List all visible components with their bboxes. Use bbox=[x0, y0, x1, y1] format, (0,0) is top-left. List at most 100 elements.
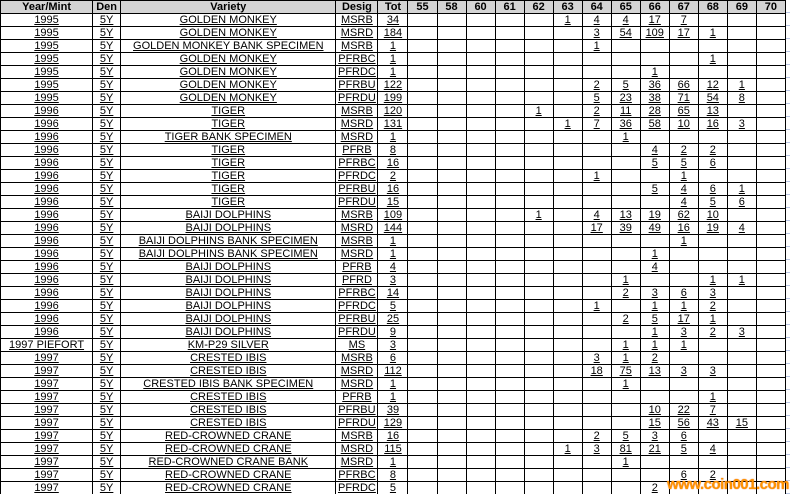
grade-64-cell[interactable]: 17 bbox=[581, 221, 612, 235]
den-cell[interactable]: 5Y bbox=[92, 338, 122, 352]
grade-67-cell[interactable]: 3 bbox=[668, 325, 699, 339]
variety-cell[interactable]: TIGER bbox=[120, 182, 337, 196]
grade-65-cell[interactable]: 1 bbox=[610, 351, 641, 365]
variety-cell[interactable]: TIGER bbox=[120, 169, 337, 183]
year-cell[interactable]: 1996 bbox=[0, 260, 94, 274]
grade-65-cell[interactable]: 2 bbox=[610, 286, 641, 300]
den-cell[interactable]: 5Y bbox=[92, 455, 122, 469]
grade-63-cell[interactable]: 1 bbox=[552, 13, 583, 27]
grade-67-cell[interactable]: 1 bbox=[668, 338, 699, 352]
grade-68-cell[interactable]: 16 bbox=[697, 117, 728, 131]
grade-67-cell[interactable]: 2 bbox=[668, 143, 699, 157]
den-cell[interactable]: 5Y bbox=[92, 169, 122, 183]
year-cell[interactable]: 1996 bbox=[0, 182, 94, 196]
grade-69-cell[interactable]: 6 bbox=[726, 195, 757, 209]
variety-cell[interactable]: BAIJI DOLPHINS bbox=[120, 325, 337, 339]
tot-cell[interactable]: 1 bbox=[377, 130, 409, 144]
variety-cell[interactable]: BAIJI DOLPHINS bbox=[120, 221, 337, 235]
grade-67-cell[interactable]: 5 bbox=[668, 156, 699, 170]
desig-cell[interactable]: PFRDC bbox=[335, 481, 379, 494]
grade-65-cell[interactable]: 23 bbox=[610, 91, 641, 105]
grade-67-cell[interactable]: 10 bbox=[668, 117, 699, 131]
grade-66-cell[interactable]: 109 bbox=[639, 26, 670, 40]
grade-66-cell[interactable]: 4 bbox=[639, 260, 670, 274]
grade-64-cell[interactable]: 1 bbox=[581, 169, 612, 183]
tot-cell[interactable]: 144 bbox=[377, 221, 409, 235]
grade-68-cell[interactable]: 1 bbox=[697, 26, 728, 40]
year-cell[interactable]: 1996 bbox=[0, 234, 94, 248]
tot-cell[interactable]: 1 bbox=[377, 39, 409, 53]
desig-cell[interactable]: PFRD bbox=[335, 273, 379, 287]
tot-cell[interactable]: 1 bbox=[377, 234, 409, 248]
desig-cell[interactable]: MSRB bbox=[335, 104, 379, 118]
grade-66-cell[interactable]: 28 bbox=[639, 104, 670, 118]
den-cell[interactable]: 5Y bbox=[92, 299, 122, 313]
tot-cell[interactable]: 199 bbox=[377, 91, 409, 105]
tot-cell[interactable]: 15 bbox=[377, 195, 409, 209]
desig-cell[interactable]: PFRB bbox=[335, 260, 379, 274]
grade-67-cell[interactable]: 1 bbox=[668, 299, 699, 313]
grade-68-cell[interactable]: 1 bbox=[697, 52, 728, 66]
grade-64-cell[interactable]: 7 bbox=[581, 117, 612, 131]
variety-cell[interactable]: CRESTED IBIS bbox=[120, 416, 337, 430]
grade-66-cell[interactable]: 3 bbox=[639, 286, 670, 300]
grade-67-cell[interactable]: 6 bbox=[668, 429, 699, 443]
grade-67-cell[interactable]: 66 bbox=[668, 78, 699, 92]
grade-69-cell[interactable]: 3 bbox=[726, 325, 757, 339]
tot-cell[interactable]: 34 bbox=[377, 13, 409, 27]
variety-cell[interactable]: BAIJI DOLPHINS bbox=[120, 312, 337, 326]
variety-cell[interactable]: BAIJI DOLPHINS bbox=[120, 299, 337, 313]
variety-cell[interactable]: CRESTED IBIS bbox=[120, 390, 337, 404]
year-cell[interactable]: 1996 bbox=[0, 169, 94, 183]
desig-cell[interactable]: MSRB bbox=[335, 39, 379, 53]
year-cell[interactable]: 1995 bbox=[0, 26, 94, 40]
variety-cell[interactable]: GOLDEN MONKEY bbox=[120, 26, 337, 40]
desig-cell[interactable]: PFRBU bbox=[335, 78, 379, 92]
variety-cell[interactable]: GOLDEN MONKEY bbox=[120, 65, 337, 79]
tot-cell[interactable]: 129 bbox=[377, 416, 409, 430]
grade-66-cell[interactable]: 1 bbox=[639, 65, 670, 79]
grade-66-cell[interactable]: 2 bbox=[639, 351, 670, 365]
grade-66-cell[interactable]: 36 bbox=[639, 78, 670, 92]
grade-65-cell[interactable]: 2 bbox=[610, 312, 641, 326]
year-cell[interactable]: 1997 bbox=[0, 468, 94, 482]
year-cell[interactable]: 1995 bbox=[0, 13, 94, 27]
desig-cell[interactable]: PFRBC bbox=[335, 468, 379, 482]
den-cell[interactable]: 5Y bbox=[92, 377, 122, 391]
tot-cell[interactable]: 6 bbox=[377, 351, 409, 365]
desig-cell[interactable]: MSRD bbox=[335, 442, 379, 456]
tot-cell[interactable]: 112 bbox=[377, 364, 409, 378]
year-cell[interactable]: 1996 bbox=[0, 143, 94, 157]
den-cell[interactable]: 5Y bbox=[92, 26, 122, 40]
den-cell[interactable]: 5Y bbox=[92, 117, 122, 131]
tot-cell[interactable]: 8 bbox=[377, 143, 409, 157]
variety-cell[interactable]: BAIJI DOLPHINS BANK SPECIMEN bbox=[120, 247, 337, 261]
desig-cell[interactable]: MSRD bbox=[335, 247, 379, 261]
den-cell[interactable]: 5Y bbox=[92, 364, 122, 378]
year-cell[interactable]: 1997 PIEFORT bbox=[0, 338, 94, 352]
grade-66-cell[interactable]: 1 bbox=[639, 338, 670, 352]
grade-69-cell[interactable]: 1 bbox=[726, 182, 757, 196]
grade-66-cell[interactable]: 1 bbox=[639, 299, 670, 313]
desig-cell[interactable]: PFRBU bbox=[335, 182, 379, 196]
variety-cell[interactable]: BAIJI DOLPHINS bbox=[120, 260, 337, 274]
year-cell[interactable]: 1997 bbox=[0, 442, 94, 456]
desig-cell[interactable]: PFRBC bbox=[335, 286, 379, 300]
grade-68-cell[interactable]: 3 bbox=[697, 286, 728, 300]
den-cell[interactable]: 5Y bbox=[92, 429, 122, 443]
grade-66-cell[interactable]: 38 bbox=[639, 91, 670, 105]
den-cell[interactable]: 5Y bbox=[92, 286, 122, 300]
grade-68-cell[interactable]: 54 bbox=[697, 91, 728, 105]
desig-cell[interactable]: MSRD bbox=[335, 364, 379, 378]
grade-69-cell[interactable]: 1 bbox=[726, 273, 757, 287]
grade-67-cell[interactable]: 17 bbox=[668, 26, 699, 40]
grade-66-cell[interactable]: 17 bbox=[639, 13, 670, 27]
grade-65-cell[interactable]: 39 bbox=[610, 221, 641, 235]
year-cell[interactable]: 1996 bbox=[0, 273, 94, 287]
desig-cell[interactable]: PFRDC bbox=[335, 169, 379, 183]
variety-cell[interactable]: TIGER bbox=[120, 195, 337, 209]
grade-67-cell[interactable]: 1 bbox=[668, 169, 699, 183]
grade-69-cell[interactable]: 3 bbox=[726, 117, 757, 131]
variety-cell[interactable]: TIGER bbox=[120, 117, 337, 131]
den-cell[interactable]: 5Y bbox=[92, 65, 122, 79]
